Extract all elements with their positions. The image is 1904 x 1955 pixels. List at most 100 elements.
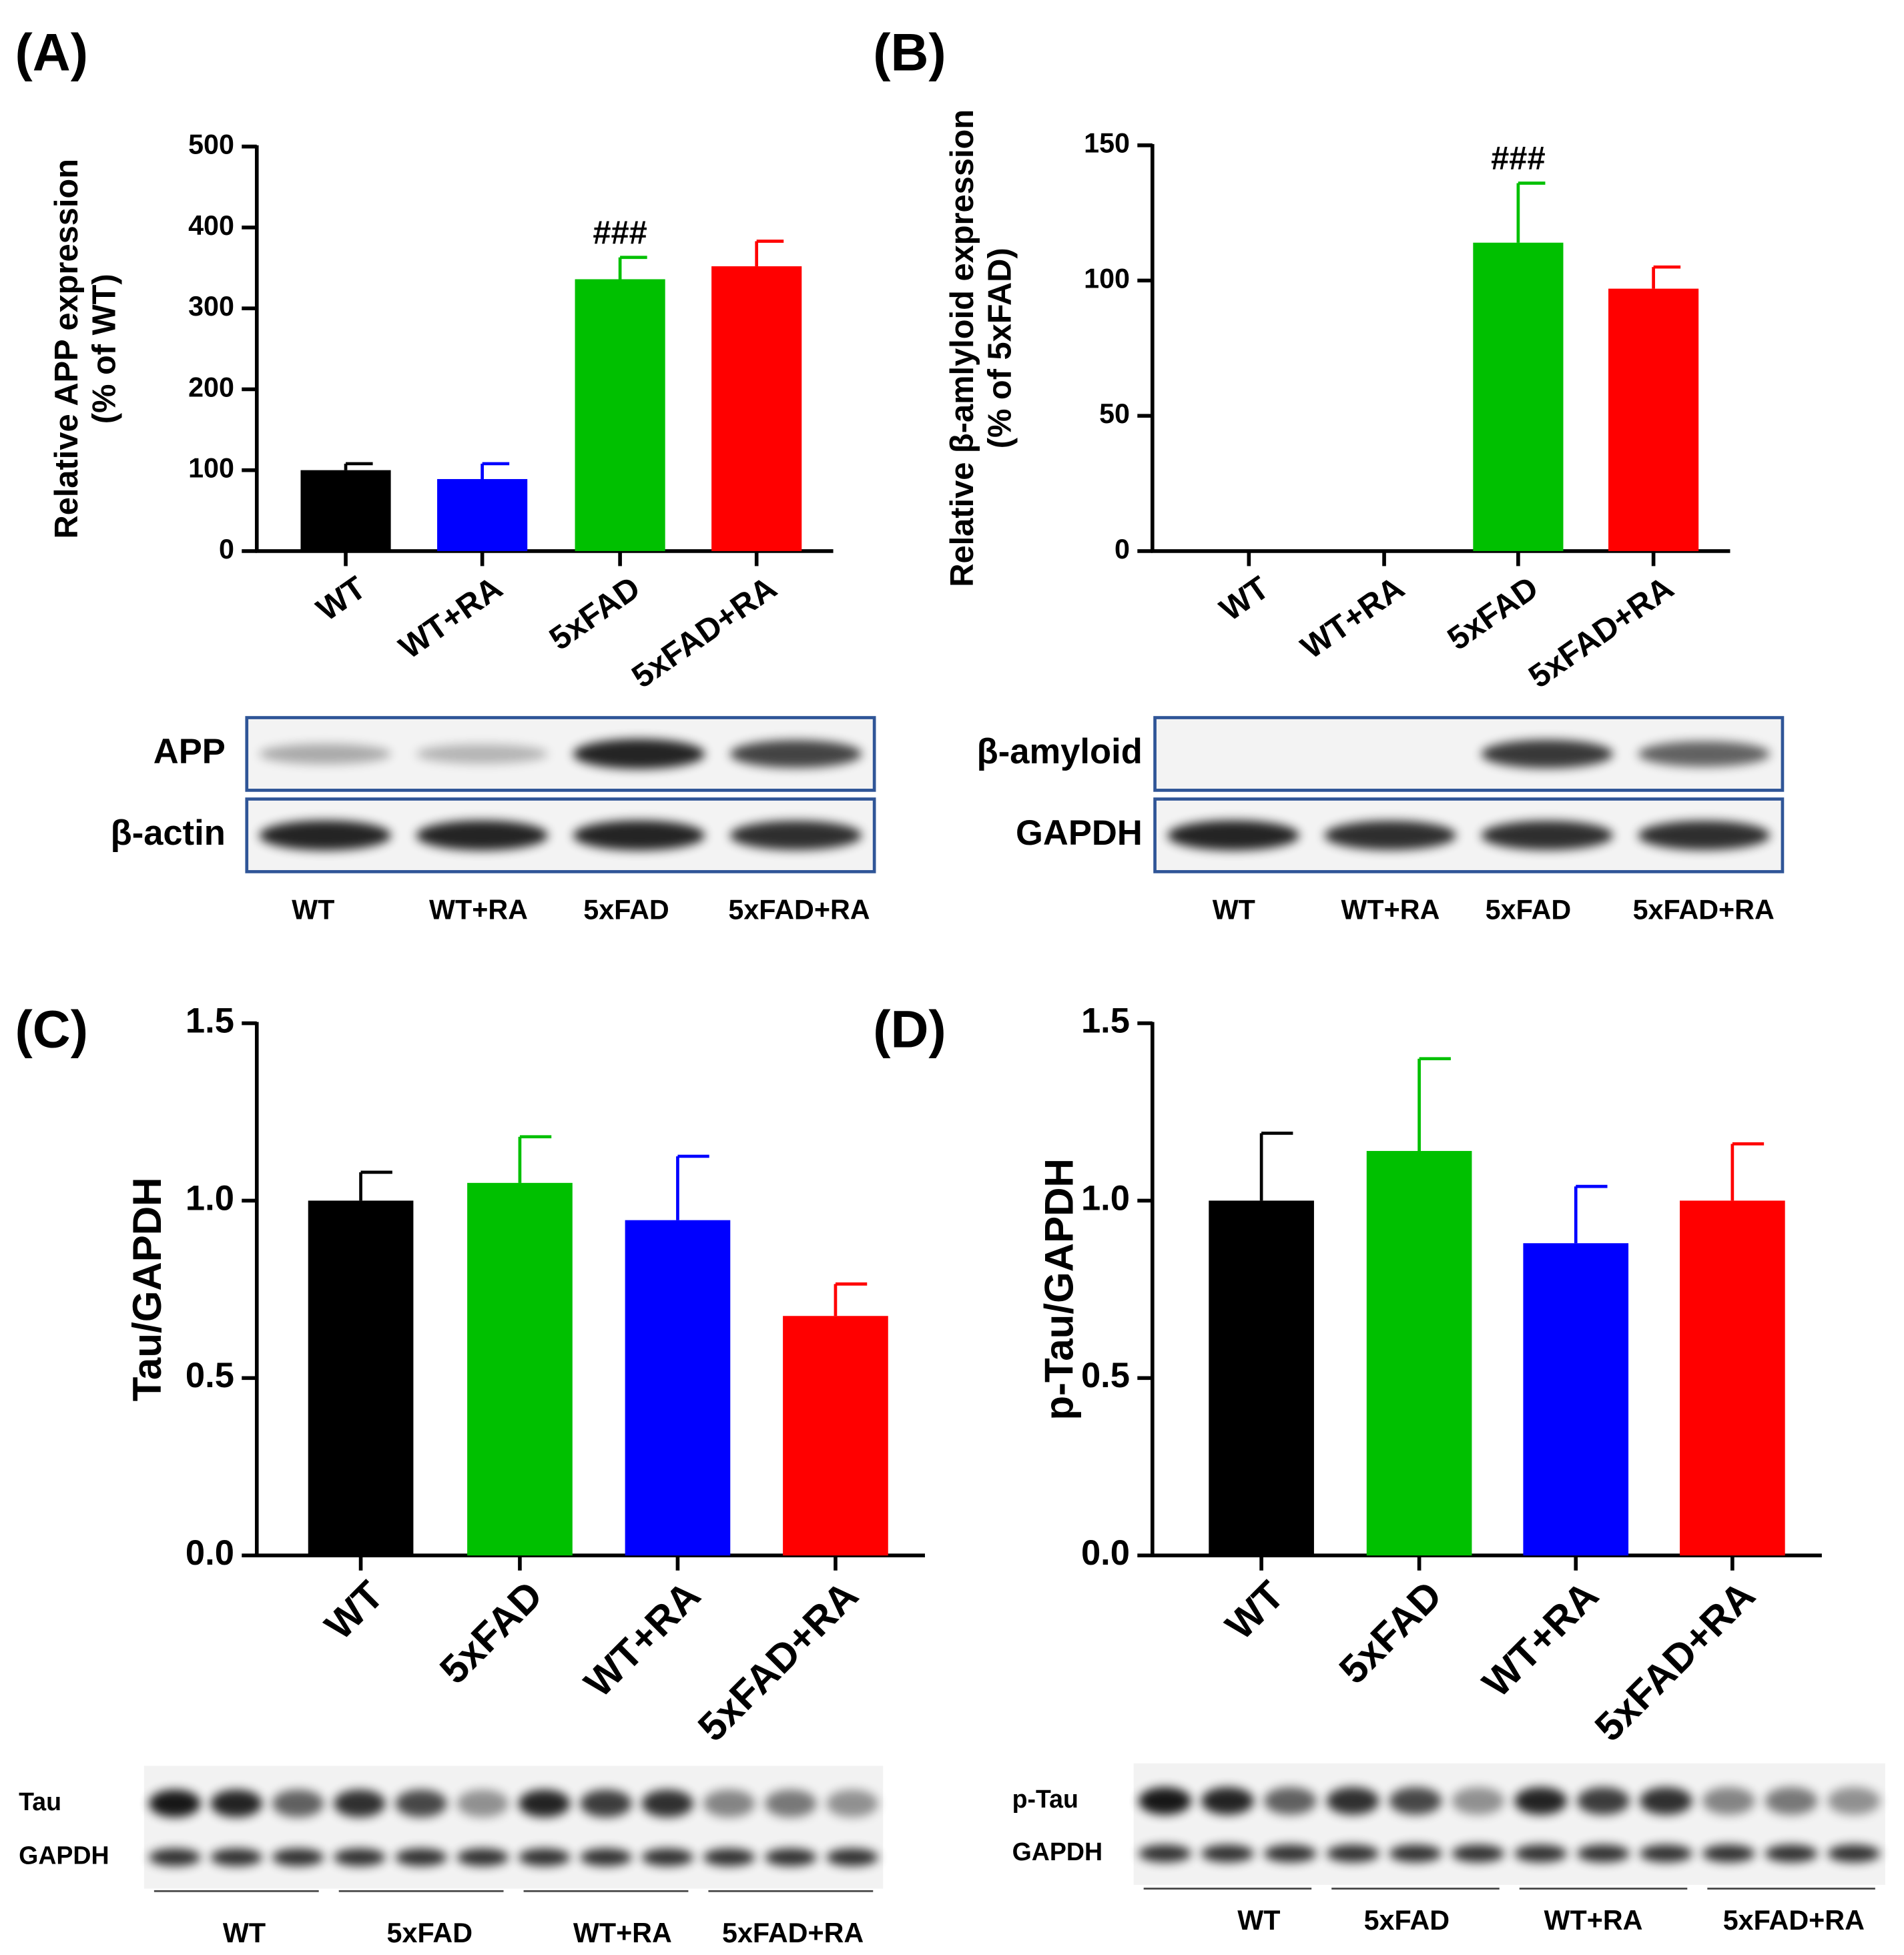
bar [1608, 288, 1699, 551]
blot-lane-label: 5xFAD [583, 894, 669, 925]
panel-label: (B) [873, 23, 946, 81]
y-tick-label: 0 [1115, 534, 1130, 564]
y-tick-label: 200 [188, 372, 234, 402]
blot-band [1139, 1787, 1192, 1815]
y-axis-label: (% of WT) [86, 274, 122, 424]
bar [625, 1220, 731, 1556]
x-tick-label: WT+RA [1295, 570, 1411, 667]
blot-lane-label: WT+RA [429, 894, 528, 925]
blot-lane-label: 5xFAD+RA [1723, 1905, 1865, 1936]
x-tick-label: 5xFAD+RA [625, 570, 783, 695]
blot-band [1324, 821, 1456, 850]
blot-band [1702, 1844, 1755, 1863]
blot-band [641, 1848, 694, 1866]
bar [300, 470, 391, 551]
blot-band [580, 1848, 632, 1866]
blot-band [703, 1790, 755, 1818]
blot-lane-label: WT [1213, 894, 1255, 925]
x-tick-label: WT [1213, 570, 1275, 629]
blot-band [456, 1790, 509, 1818]
y-tick-label: 0.5 [186, 1356, 234, 1395]
blot-band [456, 1848, 509, 1866]
blot-band [1389, 1844, 1442, 1863]
bar [783, 1316, 888, 1556]
blot-band [1139, 1844, 1192, 1863]
blot-band [1514, 1787, 1568, 1815]
annotation: ### [1491, 141, 1545, 177]
blot-image [143, 1766, 884, 1889]
y-tick-label: 400 [188, 210, 234, 241]
error-bar [518, 1135, 552, 1183]
blot-row-label: β-actin [111, 813, 226, 853]
blot-band [1765, 1844, 1818, 1863]
blot-lane-label: WT [223, 1918, 266, 1948]
bar [1680, 1200, 1785, 1556]
bar [1209, 1200, 1314, 1556]
x-tick-label: WT+RA [1474, 1573, 1607, 1706]
error-bar [481, 462, 510, 479]
blot-band [272, 1848, 324, 1866]
x-tick-label: 5xFAD [543, 570, 647, 657]
blot-band [259, 743, 392, 765]
error-bar [755, 240, 784, 267]
blot-band [149, 1848, 201, 1866]
blot-row-label: p-Tau [1012, 1785, 1078, 1813]
blot-band [573, 739, 705, 769]
annotation: ### [593, 215, 647, 251]
panel-label: (D) [873, 1000, 946, 1058]
blot-band [765, 1848, 817, 1866]
y-tick-label: 1.5 [1081, 1001, 1130, 1040]
blot-band [1639, 1787, 1692, 1815]
blot-band [1481, 821, 1614, 850]
blot-band [826, 1790, 878, 1818]
y-tick-label: 0.0 [1081, 1533, 1130, 1573]
blot-band [1638, 821, 1771, 850]
y-tick-label: 0.5 [1081, 1356, 1130, 1395]
blot-band [729, 821, 862, 850]
blot-band [641, 1790, 694, 1818]
blot-lane-label: 5xFAD [1486, 894, 1571, 925]
blot-row-label: β-amyloid [977, 732, 1143, 771]
blot-band [1452, 1844, 1505, 1863]
panel-label: (C) [15, 1000, 88, 1058]
blot-band [210, 1790, 263, 1818]
error-bar [1417, 1057, 1451, 1151]
y-tick-label: 150 [1084, 128, 1130, 159]
blot-row-label: GAPDH [19, 1841, 109, 1869]
blot-band [1389, 1787, 1442, 1815]
bar [437, 478, 528, 551]
blot-band [765, 1790, 817, 1818]
blot-band [259, 820, 392, 851]
y-tick-label: 0.0 [186, 1533, 234, 1573]
y-tick-label: 100 [1084, 263, 1130, 294]
blot-band [1201, 1787, 1254, 1815]
bar [308, 1200, 414, 1556]
blot-lane-label: WT+RA [573, 1918, 672, 1948]
y-axis-label: (% of 5xFAD) [982, 248, 1018, 448]
blot-band [416, 820, 549, 851]
blot-lane-label: 5xFAD [387, 1918, 472, 1948]
x-tick-label: 5xFAD+RA [1586, 1573, 1764, 1750]
panel-label: (A) [15, 23, 88, 81]
x-tick-label: WT [310, 570, 372, 629]
bar [711, 266, 802, 551]
y-tick-label: 0 [219, 534, 234, 564]
error-bar [1259, 1132, 1293, 1201]
error-bar [834, 1282, 868, 1316]
blot-band [1201, 1844, 1254, 1863]
blot-band [1514, 1844, 1568, 1863]
blot-row-label: GAPDH [1012, 1838, 1102, 1866]
bar [467, 1182, 573, 1556]
blot-band [416, 744, 549, 764]
blot-band [703, 1848, 755, 1866]
y-axis-label: Relative APP expression [49, 159, 85, 539]
y-tick-label: 1.0 [186, 1178, 234, 1218]
blot-row-label: APP [153, 732, 226, 771]
blot-band [1167, 820, 1299, 851]
blot-band [1639, 1844, 1692, 1863]
blot-lane-label: 5xFAD+RA [722, 1918, 864, 1948]
y-tick-label: 500 [188, 129, 234, 160]
bar [1523, 1243, 1629, 1556]
